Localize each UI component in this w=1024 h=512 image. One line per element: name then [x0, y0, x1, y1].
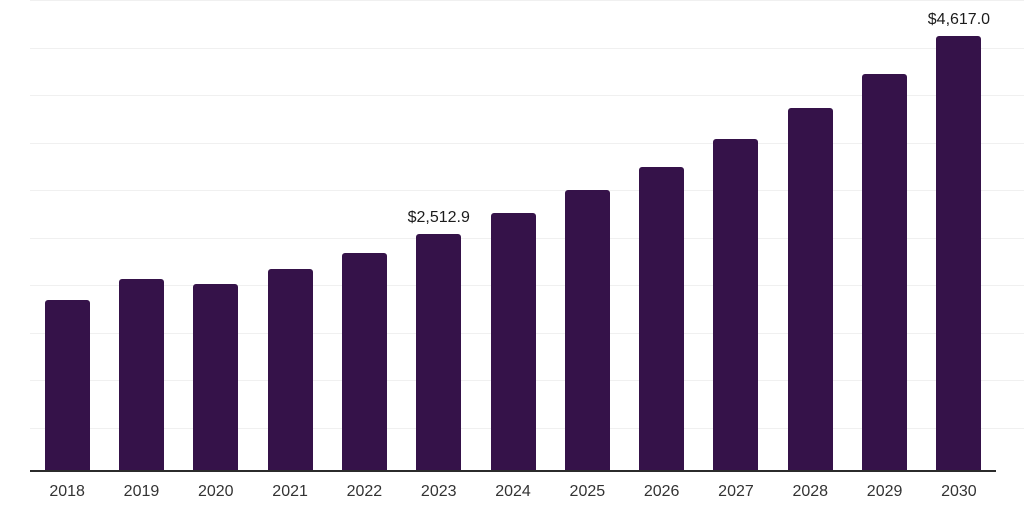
bar-slot-2019 — [104, 0, 178, 470]
bar-slot-2024 — [476, 0, 550, 470]
gridline — [30, 48, 1024, 49]
bar-slot-2023: $2,512.9 — [402, 0, 476, 470]
gridline — [30, 0, 1024, 1]
bar-2030 — [936, 36, 982, 470]
bar-slot-2018 — [30, 0, 104, 470]
bar-slot-2020 — [179, 0, 253, 470]
x-tick-label-2024: 2024 — [495, 483, 531, 500]
bar-slot-2026 — [625, 0, 699, 470]
x-axis-line — [30, 470, 996, 472]
x-tick-label-2026: 2026 — [643, 483, 680, 500]
x-tick-label-2028: 2028 — [792, 483, 829, 500]
bar-2021 — [267, 269, 313, 470]
bar-2027 — [713, 139, 759, 470]
gridline — [30, 95, 1024, 96]
x-tick-label-2021: 2021 — [272, 483, 308, 500]
x-tick-label-2019: 2019 — [123, 483, 160, 500]
data-label-2023: $2,512.9 — [407, 208, 470, 226]
bar-2023 — [416, 233, 462, 470]
x-tick-label-2030: 2030 — [941, 483, 977, 500]
bar-2029 — [862, 74, 908, 470]
bar-slot-2025 — [550, 0, 624, 470]
x-tick-label-2027: 2027 — [718, 483, 754, 500]
bar-2025 — [564, 190, 610, 470]
x-tick-label-2018: 2018 — [49, 483, 85, 500]
x-tick-label-2020: 2020 — [197, 483, 234, 500]
data-label-2030: $4,617.0 — [927, 11, 991, 28]
bar-2026 — [639, 166, 685, 470]
x-tick-label-2025: 2025 — [569, 483, 606, 500]
gridline — [30, 190, 1024, 191]
x-tick-label-2022: 2022 — [346, 483, 383, 500]
bar-2018 — [44, 299, 90, 470]
bar-series: $2,512.9 $4,617.0 — [30, 0, 996, 470]
bar-2022 — [341, 253, 387, 470]
bar-slot-2028 — [773, 0, 847, 470]
bar-slot-2022 — [327, 0, 401, 470]
gridline — [30, 143, 1024, 144]
bar-2028 — [787, 108, 833, 470]
bar-2024 — [490, 212, 536, 470]
bar-slot-2030: $4,617.0 — [922, 0, 996, 470]
x-tick-label-2029: 2029 — [866, 483, 903, 500]
x-tick-label-2023: 2023 — [420, 483, 457, 500]
bar-2019 — [118, 279, 164, 470]
x-axis-labels: 2018 2019 2020 2021 2022 2023 2024 2025 2026 2027… — [30, 484, 996, 500]
bar-slot-2029 — [847, 0, 921, 470]
bar-slot-2021 — [253, 0, 327, 470]
bar-2020 — [193, 284, 239, 470]
bar-slot-2027 — [699, 0, 773, 470]
